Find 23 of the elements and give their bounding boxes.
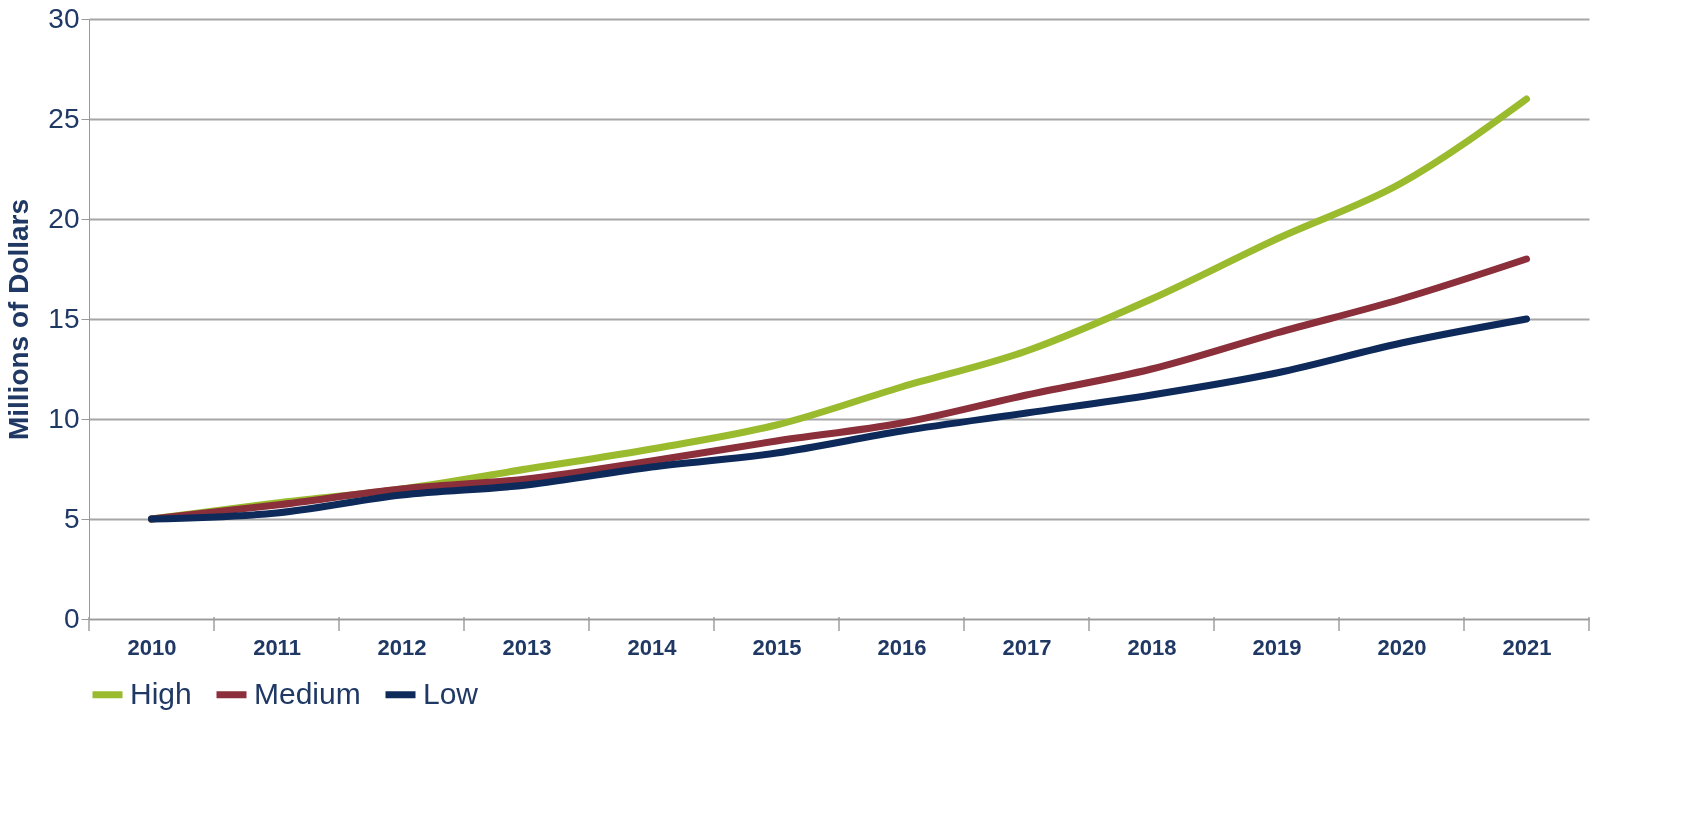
x-tick-label: 2011 [253, 634, 301, 660]
y-tick-label: 25 [48, 102, 80, 134]
legend-label: Low [423, 676, 479, 710]
x-tick-label: 2013 [502, 634, 552, 660]
x-tick-label: 2015 [752, 634, 802, 660]
y-tick-label: 20 [48, 202, 80, 234]
legend-label: Medium [254, 676, 361, 710]
y-axis-title: Millions of Dollars [3, 198, 35, 441]
x-tick-label: 2020 [1377, 634, 1427, 660]
y-tick-label: 30 [48, 2, 80, 34]
y-tick-label: 0 [63, 602, 80, 634]
x-tick-label: 2017 [1002, 634, 1052, 660]
legend-label: High [130, 676, 192, 710]
x-tick-label: 2019 [1252, 634, 1302, 660]
y-tick-label: 10 [48, 402, 80, 434]
y-tick-label: 5 [63, 502, 80, 534]
y-tick-label: 15 [48, 302, 80, 334]
x-tick-label: 2016 [877, 634, 927, 660]
x-tick-label: 2018 [1127, 634, 1177, 660]
x-tick-label: 2010 [127, 634, 177, 660]
x-tick-label: 2012 [377, 634, 427, 660]
x-tick-label: 2014 [627, 634, 678, 660]
x-tick-label: 2021 [1502, 634, 1552, 660]
